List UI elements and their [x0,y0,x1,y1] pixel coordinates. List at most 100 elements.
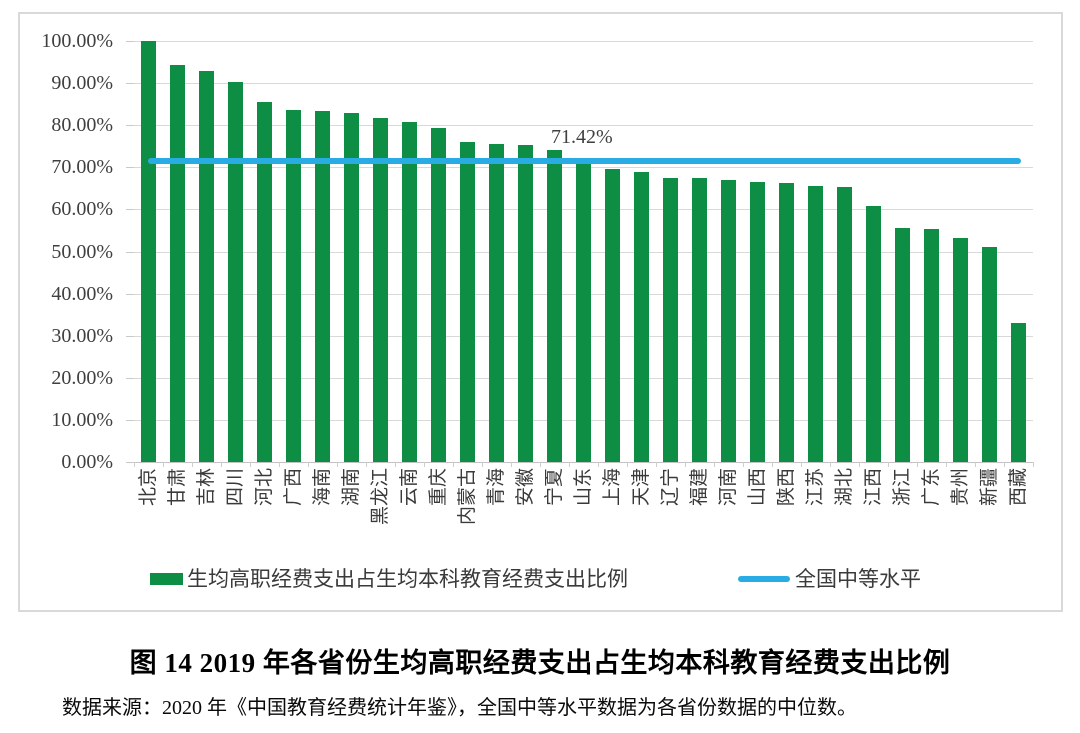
x-axis-tick [946,462,947,467]
x-category-label-福建: 福建 [688,468,710,507]
x-category-label-天津: 天津 [630,468,652,507]
x-category-label-山西: 山西 [746,468,768,507]
x-axis-tick [279,462,280,467]
bar-宁夏 [547,149,562,462]
y-axis-tick-40 [126,293,134,295]
x-axis-tick [743,462,744,467]
bar-贵州 [953,238,968,462]
figure-source-note: 数据来源：2020 年《中国教育经费统计年鉴》，全国中等水平数据为各省份数据的中… [62,697,857,719]
x-axis-tick [888,462,889,467]
x-category-label-重庆: 重庆 [427,468,449,507]
x-category-label-北京: 北京 [137,468,159,507]
y-axis-label-0: 0.00% [61,451,113,473]
bar-新疆 [982,246,997,462]
x-axis-tick [627,462,628,467]
x-category-label-广西: 广西 [282,468,304,507]
bar-湖南 [344,112,359,462]
x-category-label-辽宁: 辽宁 [659,468,681,507]
y-axis-tick-80 [126,125,134,127]
x-axis-tick [134,462,135,467]
bar-山西 [750,182,765,462]
x-axis-tick [859,462,860,467]
bar-青海 [489,144,504,462]
reference-line [148,158,1021,165]
x-category-label-上海: 上海 [601,468,623,507]
y-axis-label-40: 40.00% [51,282,113,305]
y-axis-label-90: 90.00% [51,72,113,95]
bar-西藏 [1011,323,1026,462]
y-axis-tick-0 [126,462,134,463]
x-category-label-江西: 江西 [862,468,884,507]
y-axis-tick-10 [126,419,134,421]
x-axis-tick [453,462,454,467]
x-axis-tick [308,462,309,467]
x-category-label-海南: 海南 [311,468,333,507]
bar-浙江 [895,227,910,462]
bar-series-legend-swatch [150,573,183,585]
y-axis-tick-100 [126,41,134,42]
bar-广东 [924,229,939,462]
bar-海南 [315,111,330,462]
x-axis-tick [714,462,715,467]
bar-黑龙江 [373,117,388,462]
x-axis-tick [511,462,512,467]
y-axis-tick-30 [126,335,134,337]
x-axis-tick [569,462,570,467]
x-axis-tick [424,462,425,467]
x-category-label-河北: 河北 [253,468,275,507]
bar-山东 [576,161,591,462]
reference-line-legend-swatch [738,576,790,582]
reference-line-legend-label: 全国中等水平 [795,567,921,591]
figure-title: 图 14 2019 年各省份生均高职经费支出占生均本科教育经费支出比例 [129,648,951,678]
bar-吉林 [199,71,214,462]
x-axis-tick [656,462,657,467]
x-axis-tick [395,462,396,467]
x-axis-tick [163,462,164,467]
x-category-label-吉林: 吉林 [195,468,217,507]
x-category-label-陕西: 陕西 [775,468,797,507]
x-category-label-西藏: 西藏 [1007,468,1029,507]
x-axis-tick [917,462,918,467]
bar-广西 [286,110,301,462]
bar-河南 [721,180,736,462]
x-axis-tick [801,462,802,467]
gridline-0 [134,462,1033,463]
x-axis-tick [366,462,367,467]
x-category-label-新疆: 新疆 [978,468,1000,507]
x-category-label-四川: 四川 [224,468,246,507]
bar-北京 [141,41,156,462]
reference-line-annotation: 71.42% [551,126,613,148]
x-category-label-青海: 青海 [485,468,507,507]
y-axis-label-30: 30.00% [51,324,113,347]
bar-河北 [257,101,272,462]
x-category-label-山东: 山东 [572,468,594,507]
x-axis-tick [482,462,483,467]
x-axis-tick [540,462,541,467]
chart-frame: 0.00% 10.00% 20.00% 30.00% 40.00% 50.00% 60.00… [18,12,1063,612]
bar-福建 [692,178,707,462]
gridline-100 [134,41,1033,42]
x-axis-tick [975,462,976,467]
bar-安徽 [518,144,533,462]
bar-湖北 [837,187,852,462]
y-axis-label-60: 60.00% [51,198,113,221]
y-axis-label-20: 20.00% [51,366,113,389]
y-axis-tick-90 [126,83,134,85]
y-axis-label-50: 50.00% [51,240,113,263]
y-axis-label-70: 70.00% [51,156,113,179]
bar-上海 [605,168,620,462]
x-axis-tick [772,462,773,467]
plot-area: 0.00% 10.00% 20.00% 30.00% 40.00% 50.00% 60.00… [20,14,1061,610]
y-axis-tick-70 [126,167,134,169]
bar-云南 [402,121,417,462]
bar-陕西 [779,183,794,462]
x-category-label-湖北: 湖北 [833,468,855,507]
x-axis-tick [221,462,222,467]
x-axis-tick [830,462,831,467]
y-axis-tick-20 [126,377,134,379]
bar-江苏 [808,186,823,462]
gridline-90 [134,83,1033,85]
x-category-label-江苏: 江苏 [804,468,826,507]
x-axis-tick [337,462,338,467]
x-axis-tick [1004,462,1005,467]
